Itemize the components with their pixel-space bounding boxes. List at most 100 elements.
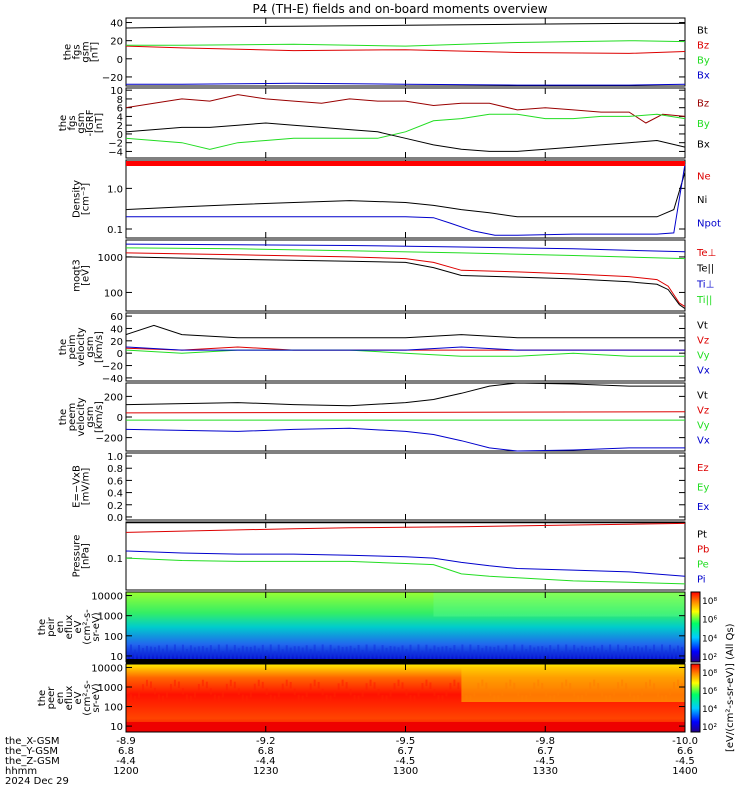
spectrogram-texture <box>521 644 524 659</box>
spectrogram-texture <box>317 650 320 665</box>
y-axis-label-line: gsm <box>81 41 92 62</box>
spectrogram-texture <box>473 649 476 664</box>
spectrogram-texture <box>441 695 444 702</box>
spectrogram-texture <box>281 683 284 691</box>
y-tick-label: 2 <box>117 121 123 132</box>
spectrogram-texture <box>337 683 340 690</box>
spectrogram-texture <box>221 690 224 698</box>
spectrogram-texture <box>137 645 140 660</box>
spectrogram-texture <box>613 651 616 666</box>
y-axis-label-line: [km/s] <box>94 331 105 363</box>
y-tick-label: 1000 <box>98 612 123 623</box>
y-tick-label: 200 <box>104 392 123 403</box>
y-tick-label: 6 <box>117 104 123 115</box>
legend-entry: Bx <box>697 71 710 82</box>
spectrogram-texture <box>213 694 216 701</box>
spectrogram-texture <box>385 647 388 662</box>
spectrogram-texture <box>565 644 568 659</box>
spectrogram-texture <box>285 679 288 687</box>
spectrogram-texture <box>485 645 488 660</box>
y-tick-label: 0.4 <box>107 489 123 500</box>
spectrogram-texture <box>501 648 504 663</box>
series-line-te <box>125 256 686 310</box>
spectrogram-texture <box>189 645 192 660</box>
y-axis-label-line: sr-eV) <box>91 683 102 712</box>
legend-entry: Pe <box>697 560 709 571</box>
y-axis-label-line: E=−VxB <box>72 465 83 508</box>
spectrogram-texture <box>265 688 268 696</box>
y-axis-label-line: peer <box>46 686 57 710</box>
x-gsm-value: -9.5 <box>396 736 416 747</box>
legend-entry: By <box>697 56 710 67</box>
spectrogram-texture <box>321 644 324 659</box>
spectrogram-texture <box>653 644 656 659</box>
y-tick-label: 0 <box>117 349 123 360</box>
series-line-vz <box>125 411 686 414</box>
panel-stack: 40200−20thefgsgsm[nT]BtBzByBx1086420−2−4… <box>37 17 721 733</box>
spectrogram-texture <box>129 644 132 659</box>
spectrogram-texture <box>429 648 432 663</box>
series-line-vy <box>125 349 685 357</box>
y-tick-label: 0 <box>117 130 123 141</box>
spectrogram-texture <box>237 648 240 663</box>
spectrogram-texture <box>197 646 200 661</box>
spectrogram-texture <box>389 646 392 661</box>
y-tick-label: 0.8 <box>107 464 123 475</box>
figure-title: P4 (TH-E) fields and on-board moments ov… <box>252 2 547 16</box>
spectrogram-texture <box>245 646 248 661</box>
spectrogram-texture <box>489 646 492 661</box>
spectrogram-region <box>461 668 685 702</box>
legend-entry: Te|| <box>696 264 714 275</box>
y-tick-label: 1000 <box>98 253 123 264</box>
spectrogram-texture <box>293 688 296 696</box>
spectrogram-texture <box>433 645 436 660</box>
y-axis-label-line: Density <box>72 180 83 218</box>
y-axis-label-line: velocity <box>76 397 87 436</box>
spectrogram-texture <box>405 648 408 663</box>
spectrogram-texture <box>229 649 232 664</box>
spectrogram-texture <box>629 647 632 662</box>
y-tick-label: 100 <box>104 703 123 714</box>
spectrogram-texture <box>549 645 552 660</box>
spectrogram-texture <box>165 644 168 659</box>
y-tick-label: 4 <box>117 112 123 123</box>
y-tick-label: 100 <box>104 632 123 643</box>
y-tick-label: 100 <box>104 288 123 299</box>
spectrogram-texture <box>409 694 412 702</box>
y-axis-label-line: the <box>58 409 69 425</box>
series-line-by <box>126 40 686 47</box>
spectrogram-texture <box>281 649 284 664</box>
hhmm-value: 1200 <box>113 766 138 777</box>
hhmm-value: 1330 <box>533 766 558 777</box>
y-tick-label: 40 <box>110 19 123 30</box>
spectrogram-texture <box>265 650 268 665</box>
spectrogram-texture <box>421 650 424 665</box>
y-axis-label-line: the <box>63 44 74 60</box>
spectrogram-texture <box>153 687 156 695</box>
y-axis-label-line: peem <box>67 403 78 431</box>
y-tick-label: 1000 <box>98 683 123 694</box>
legend-entry: Vt <box>697 321 708 332</box>
spectrogram-texture <box>285 645 288 660</box>
y-axis-label-line: eV <box>73 691 84 704</box>
panel-3: 1.0 0.1 Density[cm⁻³] Ne Ni Npot <box>72 159 721 239</box>
legend-entry: Ti|| <box>696 295 712 306</box>
spectrogram-texture <box>589 646 592 661</box>
spectrogram-texture <box>213 649 216 664</box>
y-axis-label-line: eflux <box>64 615 75 640</box>
z-gsm-value: -4.5 <box>535 756 555 767</box>
series-line-pb <box>125 522 686 533</box>
spectrogram-texture <box>193 647 196 662</box>
spectrogram-texture <box>209 645 212 660</box>
spectrogram-texture <box>497 645 500 660</box>
spectrogram-texture <box>645 645 648 660</box>
spectrogram-texture <box>389 690 392 697</box>
y-gsm-value: 6.7 <box>537 746 553 757</box>
spectrogram-texture <box>137 691 140 698</box>
spectrogram-texture <box>153 647 156 662</box>
series-line-ni <box>125 172 686 218</box>
y-tick-label: 0 <box>117 55 123 66</box>
